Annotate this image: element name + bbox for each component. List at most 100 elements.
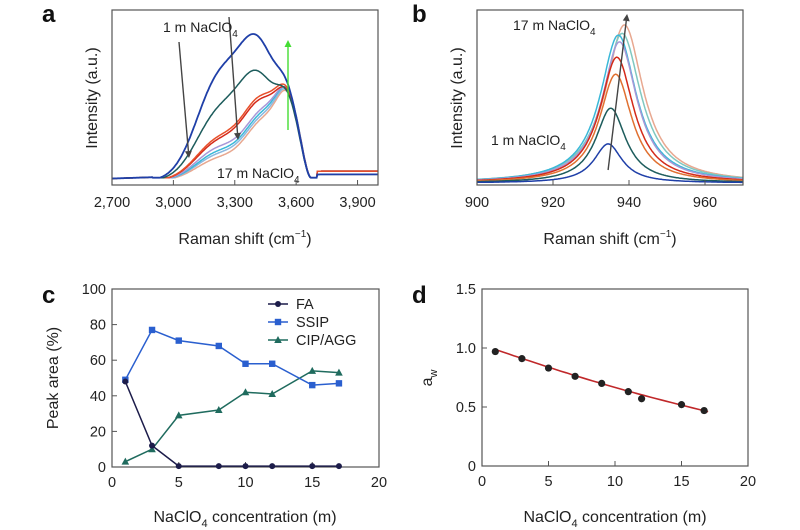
annot-text: 1 m NaClO xyxy=(163,19,232,35)
panel-d-y-axis-title: aw xyxy=(419,370,440,387)
point-cip-agg xyxy=(335,368,343,376)
panel-a-arrows xyxy=(178,16,292,158)
point-cip-agg xyxy=(148,445,156,453)
y-tick-label: 60 xyxy=(90,353,106,369)
point-ssip xyxy=(242,360,249,367)
curve-3m xyxy=(112,69,378,180)
x-tick-label: 920 xyxy=(541,195,565,211)
point-cip-agg xyxy=(174,411,183,419)
curve-12m xyxy=(476,34,744,181)
panel-b-y-axis-title: Intensity (a.u.) xyxy=(449,47,466,148)
data-point xyxy=(700,406,708,415)
x-tick-label: 3,600 xyxy=(278,195,314,211)
point-fa xyxy=(122,378,129,385)
line-ssip xyxy=(124,328,339,386)
data-point xyxy=(598,379,606,387)
xlabel-end: ) xyxy=(671,231,676,248)
arrow-down-right-shaft xyxy=(228,16,239,134)
panel-b-annot-17m: 17 m NaClO4 xyxy=(513,17,596,38)
arrow-up-head xyxy=(622,14,630,22)
annot-sub: 4 xyxy=(590,27,596,38)
y-tick-label: 0.5 xyxy=(456,400,476,416)
panel-label-c: c xyxy=(42,282,55,309)
arrow-up-green-head xyxy=(284,40,292,47)
point-fa xyxy=(149,442,156,449)
x-tick-label: 20 xyxy=(740,474,756,490)
point-ssip xyxy=(175,337,182,344)
panel-a-annot-1m: 1 m NaClO4 xyxy=(163,19,238,40)
panel-d-frame xyxy=(481,288,749,467)
x-tick-label: 0 xyxy=(108,475,116,491)
panel-b-frame xyxy=(476,9,744,186)
xlabel-sup: −1 xyxy=(660,229,672,240)
xlabel-sub: 4 xyxy=(571,518,577,530)
panel-a-y-axis-title: Intensity (a.u.) xyxy=(84,47,101,148)
y-tick-label: 0 xyxy=(98,460,106,476)
x-tick-label: 20 xyxy=(371,475,387,491)
ylabel-main: a xyxy=(419,377,436,386)
xlabel-sub: 4 xyxy=(201,518,207,530)
x-tick-label: 3,000 xyxy=(155,195,191,211)
point-fa xyxy=(175,463,182,470)
curve-1m xyxy=(477,143,743,184)
panel-c-series xyxy=(121,326,343,470)
y-tick-label: 0 xyxy=(468,459,476,475)
x-tick-label: 15 xyxy=(304,475,320,491)
data-point xyxy=(571,372,579,380)
xlabel-end: ) xyxy=(306,231,311,248)
annot-text: 1 m NaClO xyxy=(491,132,560,148)
curve-3m xyxy=(477,107,743,183)
annot-sub: 4 xyxy=(294,175,300,186)
panel-a-x-axis-title: Raman shift (cm−1) xyxy=(178,229,311,248)
panel-c-y-axis-title: Peak area (%) xyxy=(45,327,62,429)
legend-marker xyxy=(274,336,282,343)
annot-text: 17 m NaClO xyxy=(513,17,590,33)
panel-d-x-axis-title: NaClO4 concentration (m) xyxy=(523,509,706,530)
panel-c-frame xyxy=(111,288,380,468)
panel-b-raman-clo4: 900 920 940 960 17 m NaClO4 1 m NaClO4 Inte… xyxy=(449,9,744,248)
x-tick-label: 0 xyxy=(478,474,486,490)
point-fa xyxy=(309,463,316,470)
panel-a-raman-oh: 2,700 3,000 3,300 3,600 3,900 1 m NaClO4 17 … xyxy=(84,9,379,248)
y-tick-label: 1.0 xyxy=(456,341,476,357)
arrow-down-left-head xyxy=(184,150,192,158)
panel-c-peak-area: 0 5 10 15 20 0 20 40 60 80 100 FA SSIP CIP/AGG Peak … xyxy=(45,282,387,530)
y-tick-label: 40 xyxy=(90,389,106,405)
panel-d-ticks: 0 5 10 15 20 0 0.5 1.0 1.5 xyxy=(456,282,756,490)
point-fa xyxy=(242,463,249,470)
arrow-down-left-shaft xyxy=(178,41,190,152)
point-cip-agg xyxy=(308,366,317,374)
panel-c-x-axis-title: NaClO4 concentration (m) xyxy=(153,509,336,530)
x-tick-label: 2,700 xyxy=(94,195,130,211)
panel-b-arrows xyxy=(607,14,630,171)
x-tick-label: 10 xyxy=(607,474,623,490)
panel-d-water-activity: 0 5 10 15 20 0 0.5 1.0 1.5 aw NaClO4 concentrati… xyxy=(419,282,756,530)
xlabel-main: NaClO xyxy=(523,509,571,526)
panel-b-x-ticks: 900 920 940 960 xyxy=(465,180,717,211)
xlabel-main: Raman shift (cm xyxy=(178,231,294,248)
panel-a-annot-17m: 17 m NaClO4 xyxy=(217,165,300,186)
legend-label: SSIP xyxy=(296,315,329,331)
legend-label: CIP/AGG xyxy=(296,333,356,349)
curve-5m xyxy=(477,73,743,182)
point-ssip xyxy=(215,342,222,350)
x-tick-label: 940 xyxy=(617,195,641,211)
data-point xyxy=(638,395,646,403)
panel-label-b: b xyxy=(412,1,427,28)
point-ssip xyxy=(335,380,343,387)
x-tick-label: 15 xyxy=(673,474,689,490)
arrow-down-right-head xyxy=(233,132,241,140)
point-ssip xyxy=(309,381,316,389)
data-point xyxy=(677,401,686,409)
point-ssip xyxy=(148,326,156,334)
data-point xyxy=(544,364,553,372)
legend-marker xyxy=(275,301,281,307)
annot-sub: 4 xyxy=(232,29,238,40)
legend-marker xyxy=(274,318,282,326)
arrow-up-shaft xyxy=(607,20,627,171)
panel-c-ticks: 0 5 10 15 20 0 20 40 60 80 100 xyxy=(82,282,387,491)
point-cip-agg xyxy=(215,406,223,414)
xlabel-end: concentration (m) xyxy=(208,509,337,526)
x-tick-label: 10 xyxy=(237,475,253,491)
